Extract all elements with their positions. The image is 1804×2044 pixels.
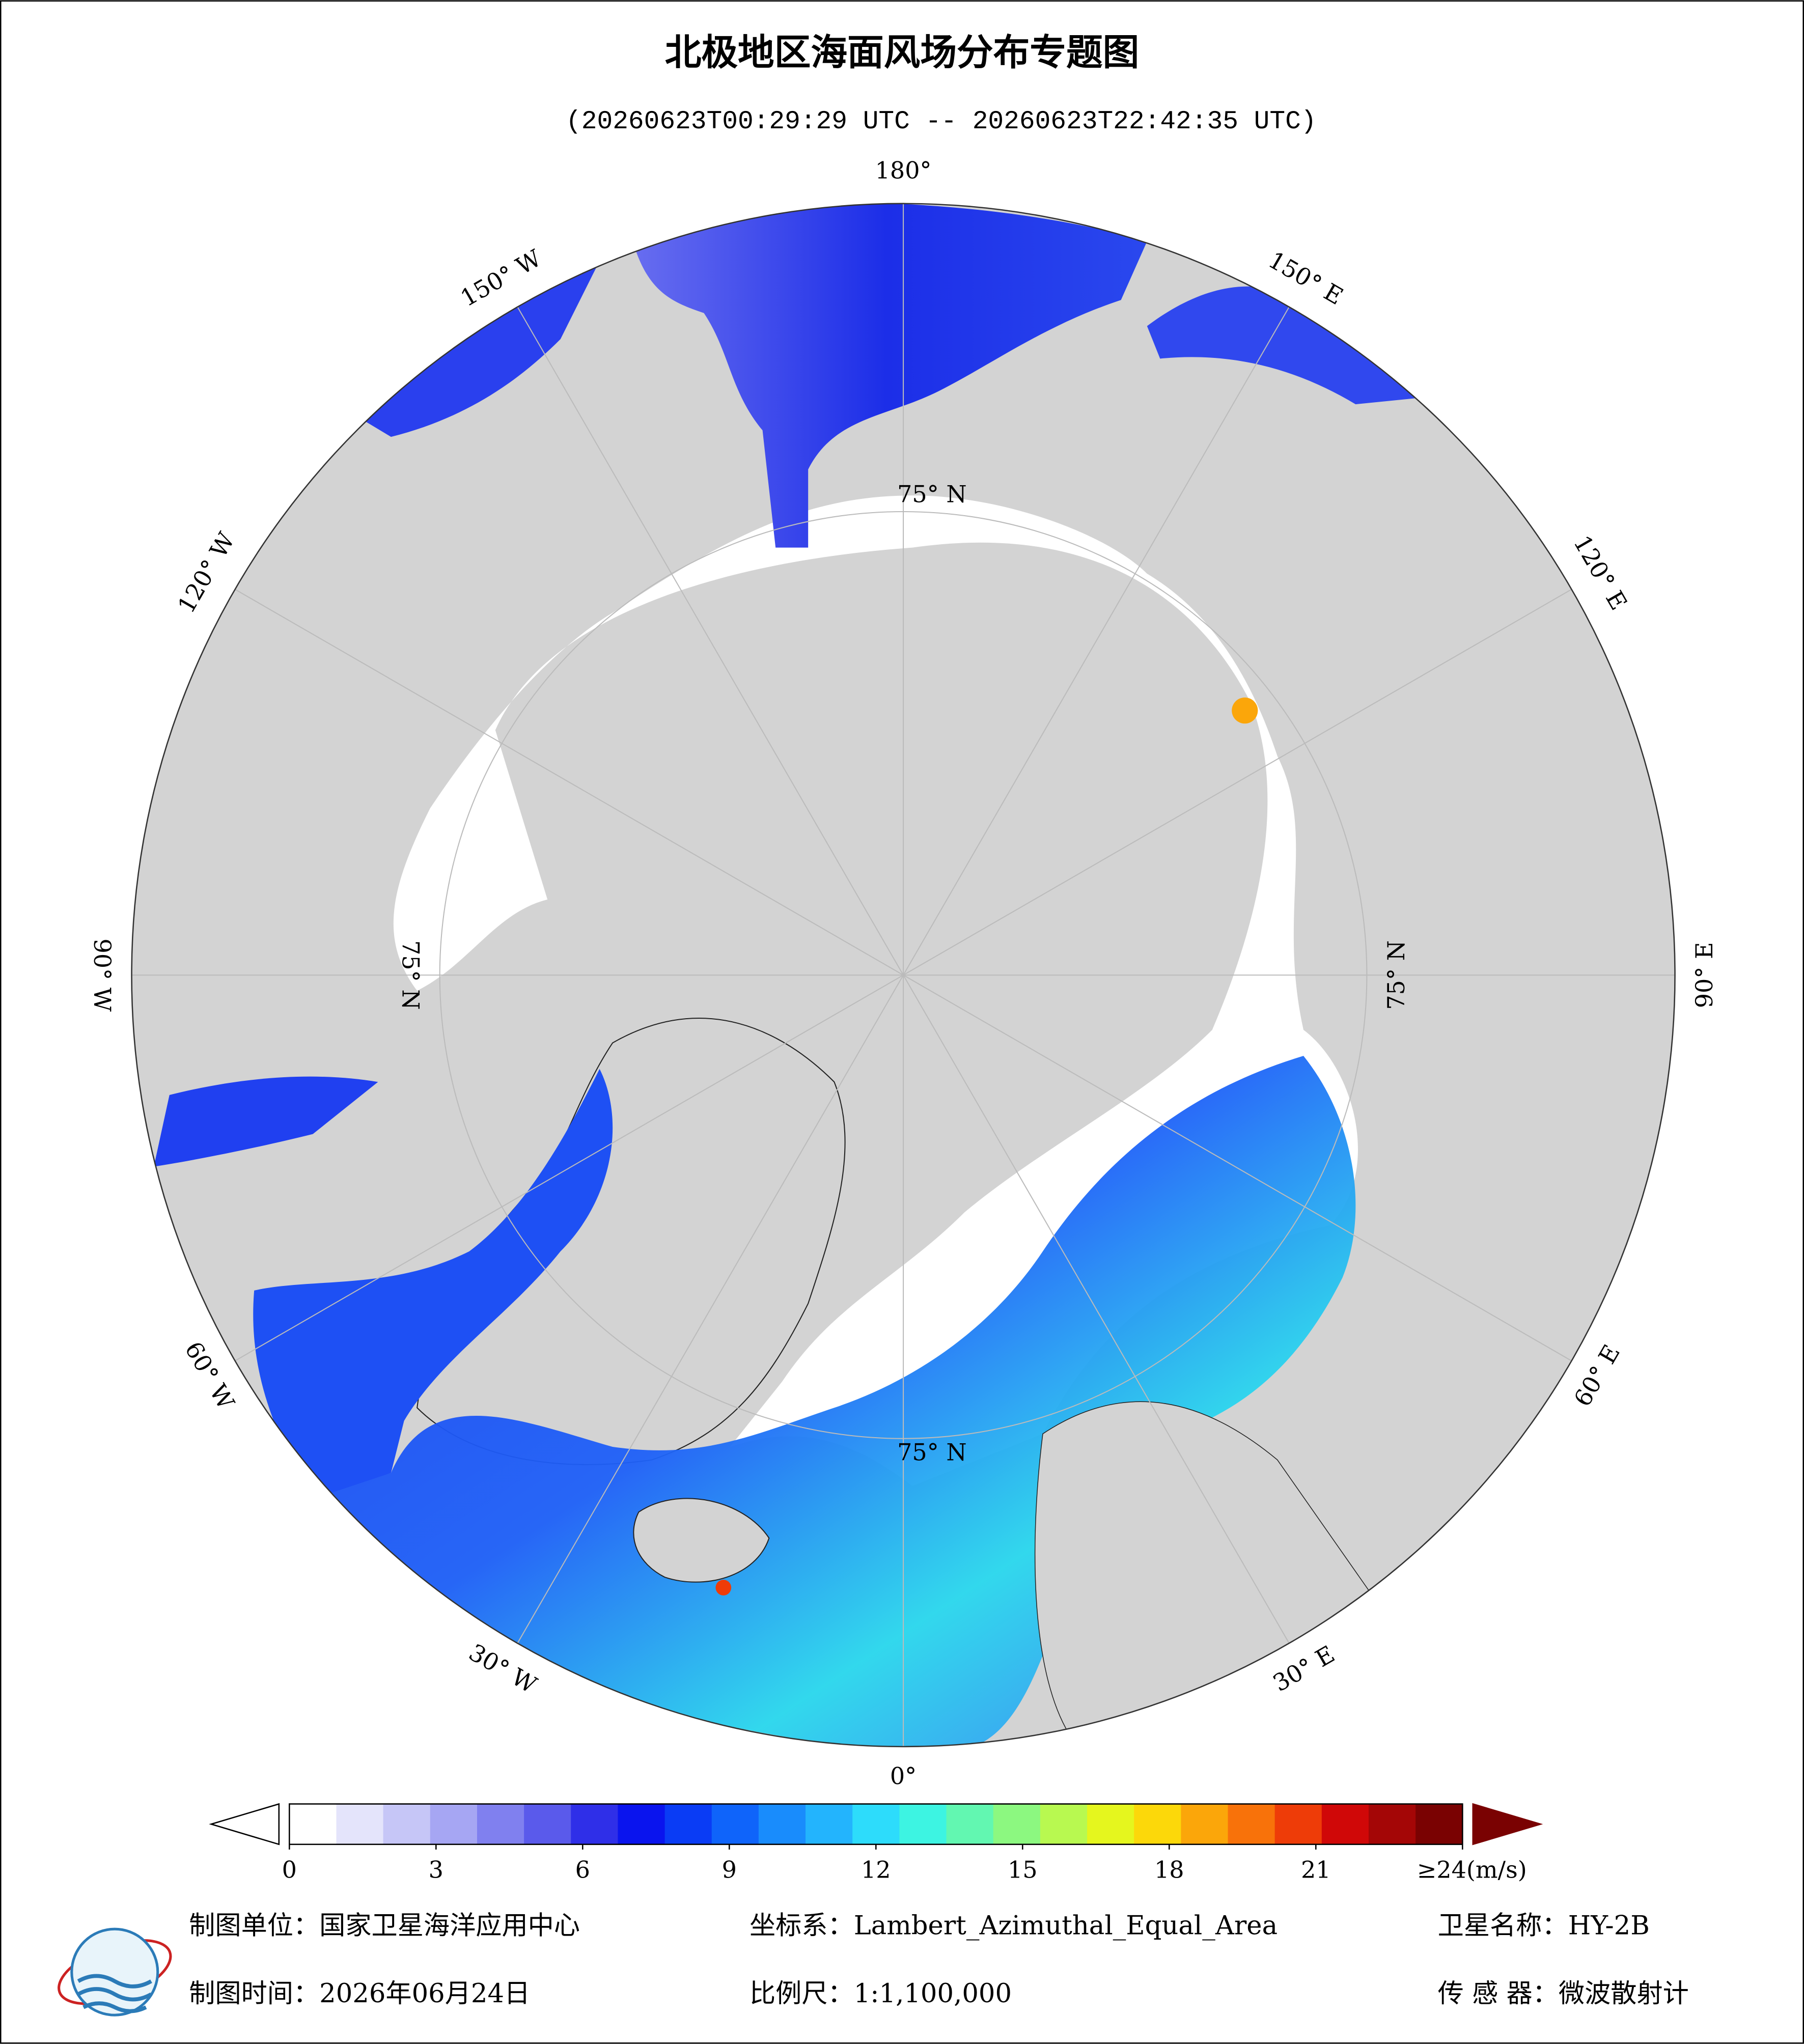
latitude-label: 75° N (897, 480, 967, 508)
wind-hotspot (715, 1580, 732, 1595)
colorbar-swatch (711, 1804, 760, 1844)
wind-field-bering (625, 203, 1147, 548)
colorbar-over (1472, 1803, 1543, 1845)
colorbar-swatch (1274, 1804, 1323, 1844)
colorbar-swatch (1087, 1804, 1135, 1844)
colorbar-swatch (1134, 1804, 1182, 1844)
colorbar-swatch (664, 1804, 713, 1844)
colorbar-swatch (1181, 1804, 1229, 1844)
wind-field-alaska (358, 261, 600, 437)
colorbar-tick-label: 0 (282, 1856, 297, 1884)
iceland (633, 1498, 770, 1583)
colorbar-tick-label: 6 (575, 1856, 590, 1884)
colorbar-swatch (1416, 1804, 1463, 1844)
colorbar-swatch (477, 1804, 525, 1844)
colorbar-swatch (336, 1804, 384, 1844)
latitude-label: 75° N (397, 940, 424, 1010)
footer-satellite: 卫星名称：HY-2B (1438, 1911, 1650, 1941)
map-border (131, 203, 1676, 1748)
meridian (517, 306, 904, 975)
colorbar-tick-label: 3 (429, 1856, 443, 1884)
colorbar-tick-label: 21 (1301, 1856, 1331, 1884)
colorbar-swatch (430, 1804, 478, 1844)
colorbar-tick-label: 9 (722, 1856, 737, 1884)
wind-field-atlantic (299, 1056, 1356, 1747)
meridian (517, 974, 904, 1644)
meridian (235, 589, 904, 976)
colorbar-tick-label: ≥24(m/s) (1417, 1856, 1527, 1884)
colorbar-swatch (946, 1804, 994, 1844)
graticule (131, 203, 1675, 1747)
meridian (903, 974, 1572, 1361)
title: 北极地区海面风场分布专题图 (665, 31, 1140, 74)
footer-sensor: 传 感 器：微波散射计 (1438, 1978, 1689, 2009)
logo (58, 1927, 172, 2017)
footer-unit: 制图单位：国家卫星海洋应用中心 (189, 1911, 580, 1941)
colorbar-swatch (758, 1804, 807, 1844)
wind-field-baffin (253, 1069, 613, 1499)
subtitle: (20260623T00:29:29 UTC -- 20260623T22:42… (566, 107, 1316, 136)
colorbar-swatch (618, 1804, 665, 1844)
colorbar-tick-label: 12 (861, 1856, 891, 1884)
colorbar-swatch (1228, 1804, 1275, 1844)
footer-date: 制图时间：2026年06月24日 (189, 1978, 530, 2009)
colorbar-tick-label: 18 (1154, 1856, 1184, 1884)
wind-field-okhotsk (1147, 286, 1421, 405)
colorbar-swatch (1368, 1804, 1417, 1844)
colorbar-swatch (1321, 1804, 1370, 1844)
footer-projection: 坐标系：Lambert_Azimuthal_Equal_Area (750, 1911, 1278, 1941)
longitude-label: 180° (875, 156, 932, 184)
colorbar-swatch (524, 1804, 572, 1844)
meridian (903, 589, 1572, 976)
colorbar-swatch (289, 1804, 337, 1844)
longitude-label: 90° W (89, 939, 116, 1012)
map (131, 203, 1675, 1747)
meridian (235, 974, 904, 1361)
colorbar-swatch (1040, 1804, 1088, 1844)
latitude-label: 75° N (1382, 940, 1410, 1010)
colorbar-tick-label: 15 (1008, 1856, 1038, 1884)
longitude-label: 90° E (1690, 942, 1718, 1008)
colorbar-swatch (571, 1804, 619, 1844)
colorbar-swatch (993, 1804, 1041, 1844)
wind-hotspot (1232, 697, 1258, 724)
longitude-label: 0° (890, 1762, 917, 1789)
colorbar-swatch (852, 1804, 900, 1844)
colorbar-swatch (899, 1804, 947, 1844)
footer-scale: 比例尺：1:1,100,000 (750, 1978, 1012, 2009)
colorbar: 0 3 6 9 12 15 18 21 ≥24(m/s) (209, 1803, 1543, 1884)
meridian (903, 306, 1290, 975)
colorbar-swatch (806, 1804, 853, 1844)
latitude-label: 75° N (897, 1438, 967, 1466)
wind-field-hudson (154, 1076, 378, 1167)
colorbar-under (209, 1803, 280, 1845)
meridian (903, 974, 1290, 1644)
colorbar-swatch (383, 1804, 431, 1844)
